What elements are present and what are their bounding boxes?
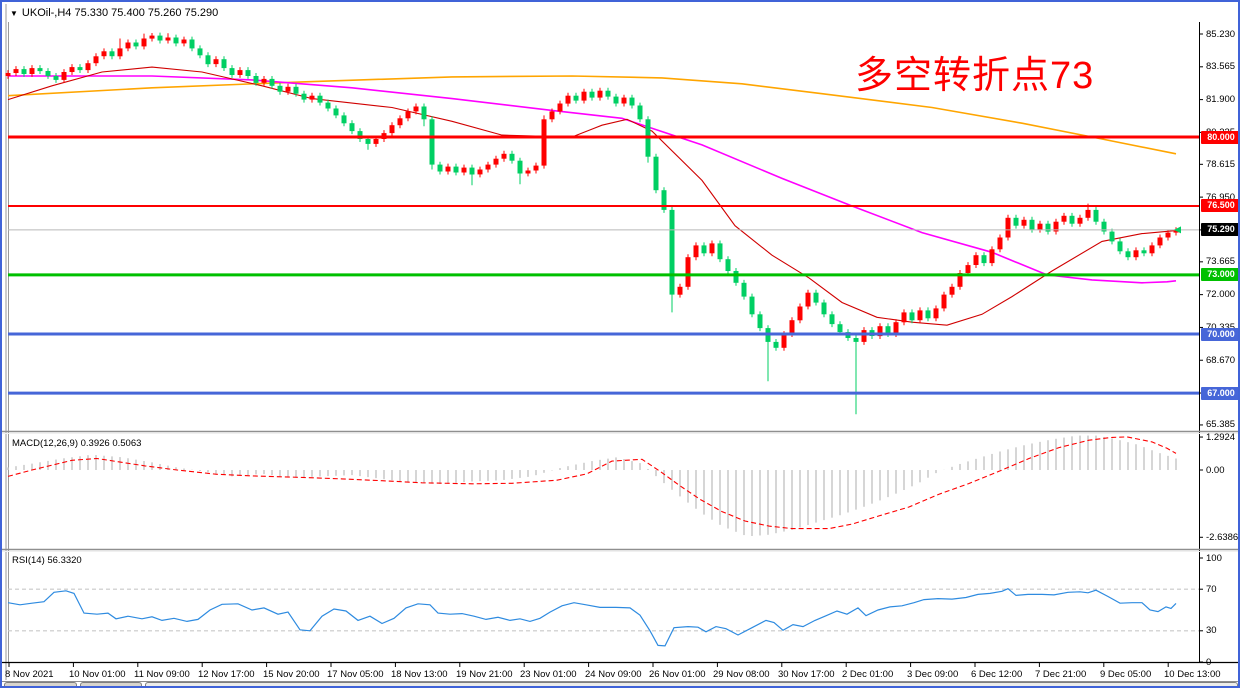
time-axis-label: 2 Dec 01:00 (842, 669, 894, 680)
time-axis-label: 11 Nov 09:00 (134, 669, 190, 680)
time-axis-label: 29 Nov 08:00 (713, 669, 770, 680)
price-axis-label: 70.335 (1206, 322, 1235, 333)
price-level-badge: 67.000 (1201, 387, 1238, 400)
chart-annotation-text[interactable]: 多空转折点73 (855, 55, 1095, 97)
macd-axis-label: -2.6386 (1206, 532, 1239, 543)
time-axis-label: 10 Dec 13:00 (1164, 669, 1221, 680)
macd-axis-label: 0.00 (1206, 465, 1225, 476)
rsi-indicator-label: RSI(14) 56.3320 (12, 555, 82, 566)
time-axis-label: 10 Nov 01:00 (69, 669, 126, 680)
chart-tab-1[interactable] (4, 682, 77, 686)
price-level-badge: 70.000 (1201, 328, 1238, 341)
rsi-axis-label: 0 (1206, 657, 1212, 668)
price-level-badge: 76.500 (1201, 199, 1238, 212)
time-axis-label: 7 Dec 21:00 (1035, 669, 1087, 680)
price-axis-label: 72.000 (1206, 289, 1236, 300)
chart-tab-2[interactable] (80, 682, 142, 686)
time-axis-label: 23 Nov 01:00 (520, 669, 577, 680)
chevron-down-icon[interactable]: ▼ (10, 9, 18, 18)
last-price-arrow-icon (1174, 226, 1181, 234)
time-axis-label: 17 Nov 05:00 (327, 669, 384, 680)
current-price-badge: 75.290 (1201, 223, 1238, 236)
time-axis-label: 30 Nov 17:00 (778, 669, 835, 680)
price-axis-label: 68.670 (1206, 355, 1236, 366)
time-axis-label: 26 Nov 01:00 (649, 669, 706, 680)
macd-signal-line (7, 436, 1177, 530)
time-axis-label: 9 Dec 05:00 (1100, 669, 1152, 680)
macd-indicator-label: MACD(12,26,9) 0.3926 0.5063 (12, 438, 142, 449)
price-axis-label: 65.385 (1206, 419, 1236, 430)
price-axis-label: 85.230 (1206, 29, 1236, 40)
time-axis-label: 19 Nov 21:00 (456, 669, 513, 680)
price-level-badge: 80.000 (1201, 131, 1238, 144)
time-axis-label: 8 Nov 2021 (5, 669, 54, 680)
price-axis-label: 76.950 (1206, 192, 1236, 203)
time-axis-label: 18 Nov 13:00 (391, 669, 448, 680)
time-axis-label: 3 Dec 09:00 (907, 669, 959, 680)
time-axis-label: 6 Dec 12:00 (971, 669, 1023, 680)
time-axis-label: 12 Nov 17:00 (198, 669, 255, 680)
price-axis-label: 83.565 (1206, 61, 1236, 72)
symbol-ohlc-text: UKOil-,H4 75.330 75.400 75.260 75.290 (21, 7, 219, 19)
price-axis-label: 78.615 (1206, 159, 1236, 170)
rsi-axis-label: 100 (1206, 553, 1222, 564)
time-axis-label: 24 Nov 09:00 (585, 669, 642, 680)
symbol-title[interactable]: ▼ UKOil-,H4 75.330 75.400 75.260 75.290 (10, 7, 218, 19)
price-axis-label: 81.900 (1206, 94, 1236, 105)
price-axis-label: 73.665 (1206, 256, 1236, 267)
macd-axis-label: 1.2924 (1206, 432, 1236, 443)
time-axis-label: 15 Nov 20:00 (263, 669, 320, 680)
rsi-axis-label: 30 (1206, 625, 1217, 636)
price-level-badge: 73.000 (1201, 268, 1238, 281)
chart-tab-3[interactable] (145, 682, 1238, 686)
rsi-line (7, 588, 1177, 647)
ma-red-line (7, 66, 1177, 326)
ma-magenta-line (8, 75, 1177, 284)
rsi-axis-label: 70 (1206, 584, 1217, 595)
ma-orange-line (7, 75, 1177, 155)
